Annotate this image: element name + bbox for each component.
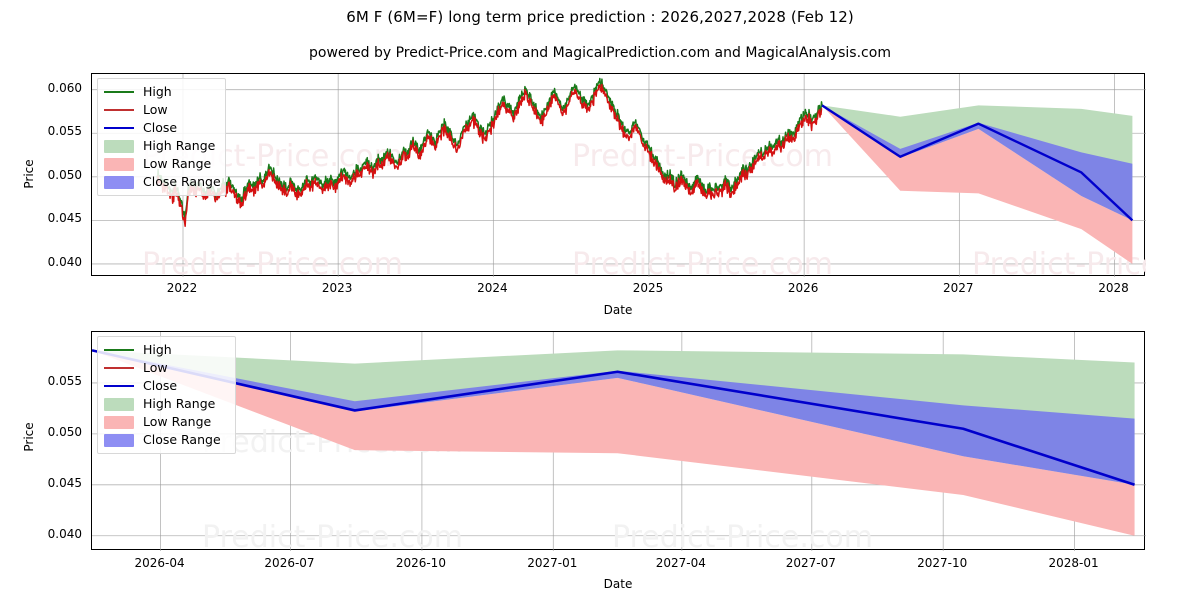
top-chart-ytick: 0.045 [47,211,82,226]
bottom-chart-xtick: 2027-07 [785,556,836,570]
legend-band-swatch-icon [104,398,134,411]
legend-item-label: Close Range [143,432,221,447]
bottom-chart-xtick: 2026-04 [134,556,185,570]
legend-item-label: Close [143,378,178,393]
legend-item-high-range[interactable]: High Range [104,137,218,155]
top-chart-ytick: 0.060 [47,80,82,95]
top-chart-xtick: 2026 [787,281,819,295]
legend-item-close[interactable]: Close [104,377,228,395]
bottom-chart-xlabel: Date [603,577,633,591]
page-subtitle: powered by Predict-Price.com and Magical… [309,45,891,61]
top-chart-ytick: 0.055 [47,124,82,139]
top-chart-xlabel: Date [603,303,633,317]
legend-item-high-range[interactable]: High Range [104,395,228,413]
legend-item-close-range[interactable]: Close Range [104,173,221,191]
legend-line-swatch-icon [104,361,134,375]
svg-text:Predict-Price.com: Predict-Price.com [612,520,873,551]
bottom-chart-xtick: 2027-10 [917,556,968,570]
legend-item-label: High Range [143,396,216,411]
bottom-chart-ytick: 0.050 [47,424,82,439]
top-chart-legend[interactable]: High Low Close High Range Low Range Close Ran… [97,78,226,196]
bottom-chart-xtick: 2027-01 [527,556,578,570]
legend-item-low-range[interactable]: Low Range [104,155,218,173]
legend-item-low[interactable]: Low [104,359,228,377]
legend-item-label: High Range [143,138,216,153]
legend-item-high[interactable]: High [104,83,218,101]
legend-band-swatch-icon [104,434,134,447]
legend-line-swatch-icon [104,85,134,99]
bottom-chart-xtick: 2028-01 [1048,556,1099,570]
top-chart-plot-area: Predict-Price.com Predict-Price.com Predic… [91,73,1146,277]
legend-line-swatch-icon [104,121,134,135]
legend-band-swatch-icon [104,140,134,153]
legend-band-swatch-icon [104,416,134,429]
bottom-chart-ytick: 0.045 [47,475,82,490]
top-chart-xtick: 2022 [166,281,198,295]
legend-item-label: Low Range [143,414,212,429]
legend-item-close[interactable]: Close [104,119,218,137]
legend-item-close-range[interactable]: Close Range [104,431,228,449]
legend-item-label: Close Range [143,174,221,189]
svg-text:Predict-Price.com: Predict-Price.com [572,247,833,277]
legend-band-swatch-icon [104,158,134,171]
legend-item-label: Close [143,120,178,135]
svg-text:Predict-Price.com: Predict-Price.com [202,520,463,551]
top-chart-ytick: 0.050 [47,167,82,182]
legend-item-low[interactable]: Low [104,101,218,119]
top-chart-xtick: 2027 [943,281,974,295]
legend-line-swatch-icon [104,103,134,117]
top-chart-xtick: 2025 [632,281,664,295]
bottom-chart-xtick: 2026-07 [264,556,315,570]
legend-item-label: Low Range [143,156,212,171]
legend-item-label: Low [143,102,168,117]
legend-item-label: High [143,342,172,357]
top-chart-ytick: 0.040 [47,254,82,269]
legend-line-swatch-icon [104,379,134,393]
legend-item-high[interactable]: High [104,341,228,359]
bottom-chart-xtick: 2027-04 [655,556,706,570]
top-chart-xtick: 2024 [477,281,508,295]
bottom-chart-xtick: 2026-10 [395,556,446,570]
legend-line-swatch-icon [104,343,134,357]
legend-item-low-range[interactable]: Low Range [104,413,228,431]
page-title: 6M F (6M=F) long term price prediction :… [346,8,854,26]
bottom-chart-ytick: 0.055 [47,373,82,388]
legend-band-swatch-icon [104,176,134,189]
bottom-chart-legend[interactable]: High Low Close High Range Low Range Close Ran… [97,336,236,454]
svg-text:Predict-Price.com: Predict-Price.com [142,247,403,277]
top-chart-svg: Predict-Price.com Predict-Price.com Predic… [92,74,1146,277]
top-chart-xtick: 2023 [321,281,353,295]
bottom-chart-ytick: 0.040 [47,526,82,541]
bottom-chart-panel: Price Predict-Price.com Predict-Price.com… [0,320,1200,600]
svg-text:Predict-Price.com: Predict-Price.com [572,139,833,174]
legend-item-label: High [143,84,172,99]
top-chart-panel: Price Predict-Price.com Predict-Price.com… [22,73,1146,317]
legend-item-label: Low [143,360,168,375]
bottom-chart-plot-area: Predict-Price.com Predict-Price.com Predic… [91,331,1146,551]
top-chart-xtick: 2028 [1098,281,1129,295]
